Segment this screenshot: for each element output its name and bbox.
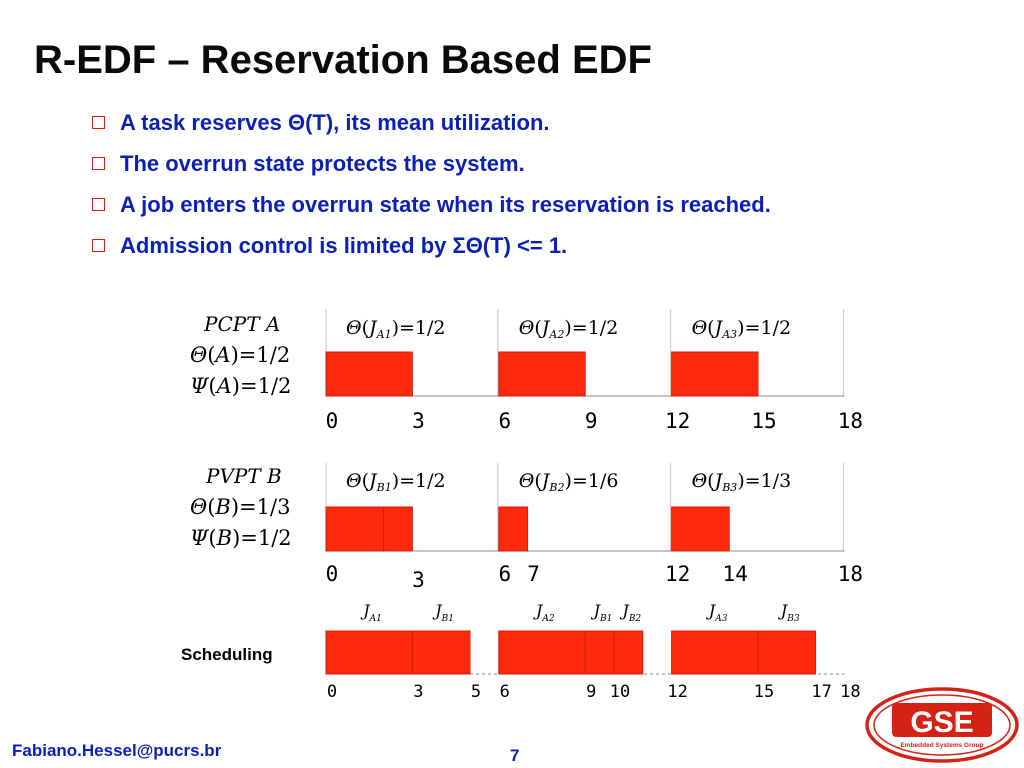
timeline-b-tick-label: 3 — [412, 568, 425, 592]
square-bullet-icon — [92, 116, 105, 129]
timeline-b-job-bar — [383, 506, 413, 552]
scheduling-job-bar — [757, 630, 817, 675]
timeline-a-reservation-label: Θ(JA1)=1/2 — [346, 317, 446, 341]
scheduling-tick-label: 18 — [840, 682, 860, 702]
timeline-a-reservation-label: Θ(JA2)=1/2 — [519, 317, 619, 341]
timeline-a-job-bar — [325, 351, 413, 397]
scheduling-job-label: JB2 — [619, 601, 641, 624]
bullet-item: The overrun state protects the system. — [92, 143, 771, 184]
timeline-a-tick-label: 12 — [665, 409, 690, 433]
timeline-a-tick-label: 18 — [838, 409, 863, 433]
timeline-b-job-bar — [671, 506, 730, 552]
timeline-b-header: PVPT B — [205, 464, 282, 488]
scheduling-tick-label: 12 — [667, 682, 687, 702]
timeline-a-reservation-label: Θ(JA3)=1/2 — [692, 317, 792, 341]
scheduling-job-label: JB1 — [591, 601, 613, 624]
scheduling-tick-label: 17 — [811, 682, 831, 702]
scheduling-job-bar — [498, 630, 586, 675]
page-title: R-EDF – Reservation Based EDF — [34, 38, 652, 82]
svg-text:Embedded Systems Group: Embedded Systems Group — [900, 742, 983, 749]
scheduling-tick-label: 5 — [471, 682, 481, 702]
timeline-a-tick-label: 3 — [412, 409, 425, 433]
timeline-a-param-psi: Ψ(A)=1/2 — [190, 374, 291, 398]
scheduling-tick-label: 3 — [413, 682, 423, 702]
page-number: 7 — [510, 746, 520, 765]
timeline-a-tick-label: 9 — [585, 409, 598, 433]
bullet-text: A job enters the overrun state when its … — [120, 191, 771, 217]
timeline-b-job-bar — [325, 506, 385, 552]
scheduling-job-bar — [325, 630, 413, 675]
bullet-list: A task reserves Θ(T), its mean utilizati… — [92, 102, 771, 266]
timeline-b-tick-label: 7 — [527, 562, 540, 586]
bullet-item: A task reserves Θ(T), its mean utilizati… — [92, 102, 771, 143]
scheduling-job-label: JA1 — [360, 601, 382, 624]
timeline-b-param-theta: Θ(B)=1/3 — [190, 495, 290, 519]
timeline-a-tick-label: 15 — [751, 409, 776, 433]
bullet-text: Admission control is limited by ΣΘ(T) <=… — [120, 232, 568, 258]
timeline-a-job-bar — [671, 351, 759, 397]
timeline-b-tick-label: 18 — [838, 562, 863, 586]
bullet-item: Admission control is limited by ΣΘ(T) <=… — [92, 225, 771, 266]
scheduling-job-bar — [613, 630, 644, 675]
square-bullet-icon — [92, 239, 105, 252]
scheduling-tick-label: 6 — [500, 682, 510, 702]
timeline-a-header: PCPT A — [203, 312, 280, 336]
bullet-text: A task reserves Θ(T), its mean utilizati… — [120, 109, 550, 135]
square-bullet-icon — [92, 198, 105, 211]
scheduling-job-label: JB3 — [778, 601, 800, 624]
gse-logo: GSE Embedded Systems Group — [865, 687, 1019, 763]
scheduling-tick-label: 0 — [327, 682, 337, 702]
scheduling-label: Scheduling — [181, 645, 273, 664]
timeline-b-reservation-label: Θ(JB1)=1/2 — [346, 470, 446, 494]
bullet-text: The overrun state protects the system. — [120, 150, 525, 176]
timeline-b-reservation-label: Θ(JB2)=1/6 — [519, 470, 619, 494]
scheduling-job-label: JA2 — [533, 601, 555, 624]
timeline-b-tick-label: 0 — [326, 562, 339, 586]
timeline-b-param-psi: Ψ(B)=1/2 — [190, 526, 292, 550]
timeline-a-tick-label: 0 — [326, 409, 339, 433]
square-bullet-icon — [92, 157, 105, 170]
timeline-a-param-theta: Θ(A)=1/2 — [190, 343, 290, 367]
scheduling-job-label: JA3 — [706, 601, 728, 624]
bullet-item: A job enters the overrun state when its … — [92, 184, 771, 225]
scheduling-job-label: JB1 — [432, 601, 454, 624]
scheduling-tick-label: 9 — [586, 682, 596, 702]
scheduling-tick-label: 10 — [610, 682, 630, 702]
svg-text:GSE: GSE — [910, 706, 973, 739]
scheduling-job-bar — [584, 630, 615, 675]
timeline-b-tick-label: 6 — [498, 562, 511, 586]
timeline-a-job-bar — [498, 351, 586, 397]
footer-email[interactable]: Fabiano.Hessel@pucrs.br — [12, 741, 222, 760]
scheduling-tick-label: 15 — [754, 682, 774, 702]
timeline-a-tick-label: 6 — [498, 409, 511, 433]
scheduling-job-bar — [671, 630, 759, 675]
timeline-b-tick-label: 12 — [665, 562, 690, 586]
timeline-b-reservation-label: Θ(JB3)=1/3 — [692, 470, 792, 494]
scheduling-job-bar — [411, 630, 471, 675]
timeline-b-tick-label: 14 — [723, 562, 748, 586]
timeline-b-job-bar — [498, 506, 529, 552]
